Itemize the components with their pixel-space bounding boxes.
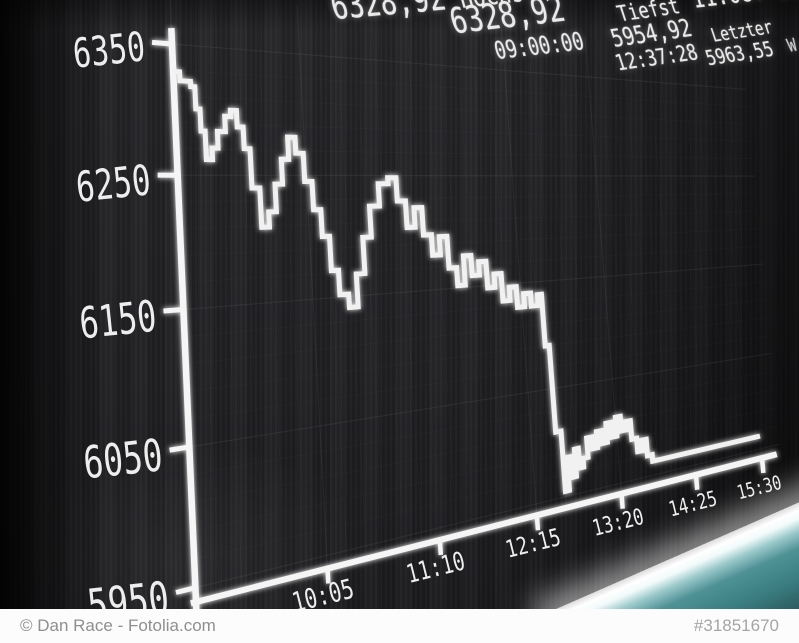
grid-line <box>214 0 242 590</box>
grid-line <box>670 46 707 472</box>
grid-line <box>173 149 753 159</box>
grid-line <box>185 352 772 449</box>
x-tick <box>693 474 700 490</box>
grid-line <box>172 122 751 141</box>
grid-line <box>389 15 422 544</box>
grid-line <box>185 335 770 419</box>
y-tick-label: 6250 <box>74 156 153 212</box>
grid-line <box>187 371 773 475</box>
x-tick-label: 15:30 <box>735 472 784 505</box>
grid-line <box>406 17 439 540</box>
grid-line <box>659 45 696 475</box>
watermark-credit: © Dan Race - Fotolia.com <box>20 616 216 635</box>
watermark-bar: © Dan Race - Fotolia.com #31851670 <box>0 609 799 643</box>
x-tick-label: 13:20 <box>589 503 646 542</box>
x-tick-label: 14:25 <box>667 487 720 522</box>
y-tick-label: 6150 <box>77 291 159 349</box>
x-tick-label: 11:10 <box>404 547 469 590</box>
grid-line <box>168 43 747 91</box>
grid-line <box>647 44 684 478</box>
y-tick <box>169 444 190 453</box>
grid-line <box>296 5 329 569</box>
grid-line <box>179 263 763 311</box>
grid-line <box>704 50 741 463</box>
grid-line <box>316 7 347 563</box>
x-tick <box>325 568 331 584</box>
grid-line <box>236 0 265 585</box>
y-tick <box>151 39 173 47</box>
watermark-id: #31851670 <box>693 616 779 635</box>
y-tick <box>175 585 196 595</box>
grid-line <box>372 13 405 549</box>
y-tick-label: 6350 <box>71 24 148 78</box>
axes <box>151 27 778 632</box>
y-tick-label: 6050 <box>81 431 165 490</box>
grid-line <box>682 48 719 469</box>
grid-line <box>171 96 750 124</box>
grid-line <box>501 27 538 516</box>
grid-line <box>714 51 751 461</box>
grid-line <box>725 52 762 458</box>
x-tick <box>619 493 625 509</box>
grid-line <box>693 49 730 466</box>
x-tick-label: 12:15 <box>503 524 564 565</box>
x-tick <box>759 457 766 474</box>
x-tick <box>534 515 541 531</box>
x-axis <box>190 451 778 607</box>
grid-line <box>191 443 780 590</box>
price-line <box>173 68 761 495</box>
grid-line <box>423 19 457 536</box>
y-tick <box>163 306 184 314</box>
price-line-group <box>173 68 761 495</box>
x-tick <box>437 539 444 556</box>
grid-line <box>174 174 755 177</box>
y-axis <box>168 27 201 632</box>
